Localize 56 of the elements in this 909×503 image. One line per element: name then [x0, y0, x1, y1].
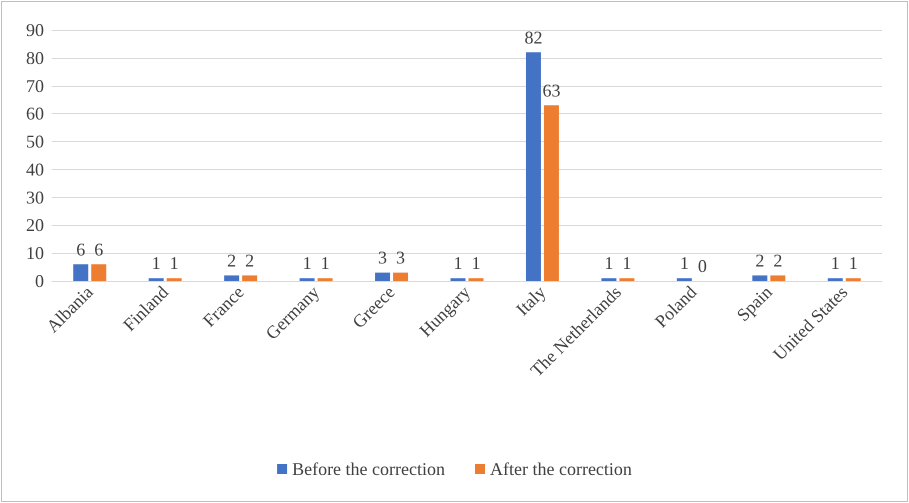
- bar: [676, 278, 692, 281]
- bar: [752, 275, 768, 281]
- data-label: 1: [454, 253, 462, 274]
- bar: [73, 264, 88, 281]
- bar: [91, 264, 106, 281]
- y-tick-label: 40: [26, 159, 44, 180]
- data-label: 82: [524, 27, 542, 48]
- y-tick-label: 50: [26, 132, 44, 152]
- y-tick-label: 0: [35, 271, 44, 291]
- data-label: 0: [698, 256, 707, 276]
- bar: [619, 278, 634, 281]
- data-label: 6: [94, 239, 104, 260]
- bar: [242, 275, 258, 281]
- data-label: 6: [76, 239, 86, 260]
- bar: [828, 278, 843, 281]
- bar: [300, 278, 315, 281]
- bar: [148, 278, 164, 281]
- data-label: 3: [396, 248, 406, 268]
- bar: [846, 278, 861, 281]
- y-tick-label: 20: [26, 215, 44, 236]
- bar: [770, 275, 786, 281]
- data-label: 63: [542, 80, 560, 100]
- y-tick-label: 60: [26, 104, 44, 124]
- legend-label: Before the correction: [292, 459, 445, 479]
- bar: [318, 278, 333, 281]
- y-tick-label: 10: [26, 243, 44, 264]
- data-label: 1: [170, 253, 179, 274]
- bar: [375, 272, 390, 281]
- data-label: 1: [680, 253, 689, 274]
- y-tick-label: 90: [26, 20, 44, 40]
- data-label: 2: [227, 250, 236, 270]
- data-label: 2: [245, 250, 254, 270]
- bar: [526, 52, 541, 281]
- x-tick-label: Italy: [512, 282, 550, 320]
- bar: [450, 278, 466, 281]
- bar: [468, 278, 484, 281]
- data-label: 1: [622, 253, 632, 274]
- data-label: 1: [320, 253, 330, 274]
- bar: [601, 278, 616, 281]
- data-label: 2: [755, 250, 764, 270]
- y-tick-label: 80: [26, 48, 44, 68]
- y-tick-label: 70: [26, 76, 44, 96]
- bar: [224, 275, 240, 281]
- bar: [393, 272, 408, 281]
- data-label: 1: [848, 253, 858, 274]
- y-tick-label: 30: [26, 187, 44, 208]
- data-label: 1: [604, 253, 614, 274]
- bar: [166, 278, 182, 281]
- data-label: 1: [152, 253, 161, 274]
- data-label: 1: [302, 253, 312, 274]
- data-label: 1: [830, 253, 840, 274]
- bar: [544, 105, 559, 281]
- data-label: 3: [378, 248, 388, 268]
- data-label: 2: [773, 250, 782, 270]
- data-label: 1: [472, 253, 480, 274]
- legend-label: After the correction: [490, 459, 632, 479]
